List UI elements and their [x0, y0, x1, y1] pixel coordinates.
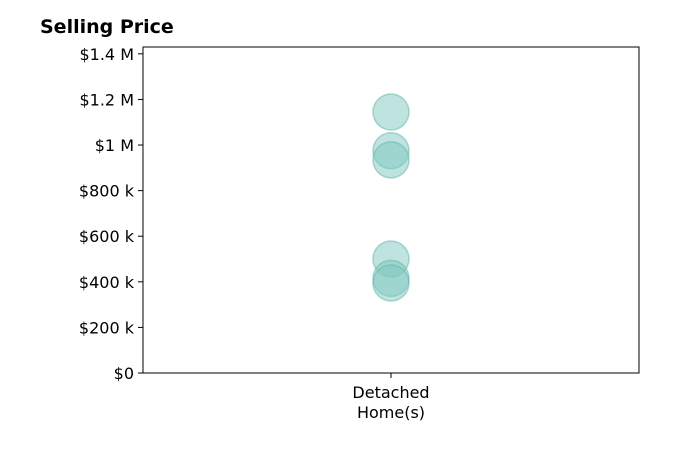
- y-tick-label: $1.4 M: [79, 45, 134, 64]
- y-tick-label: $1.2 M: [79, 90, 134, 109]
- x-tick-label: Detached Home(s): [352, 383, 429, 422]
- y-tick-label: $0: [114, 364, 134, 383]
- y-tick-label: $1 M: [95, 136, 134, 155]
- data-point: [373, 265, 409, 301]
- y-tick-label: $200 k: [79, 318, 135, 337]
- data-point: [373, 94, 409, 130]
- y-tick-label: $800 k: [79, 182, 135, 201]
- y-tick-label: $600 k: [79, 227, 135, 246]
- y-tick-label: $400 k: [79, 273, 135, 292]
- data-point: [373, 142, 409, 178]
